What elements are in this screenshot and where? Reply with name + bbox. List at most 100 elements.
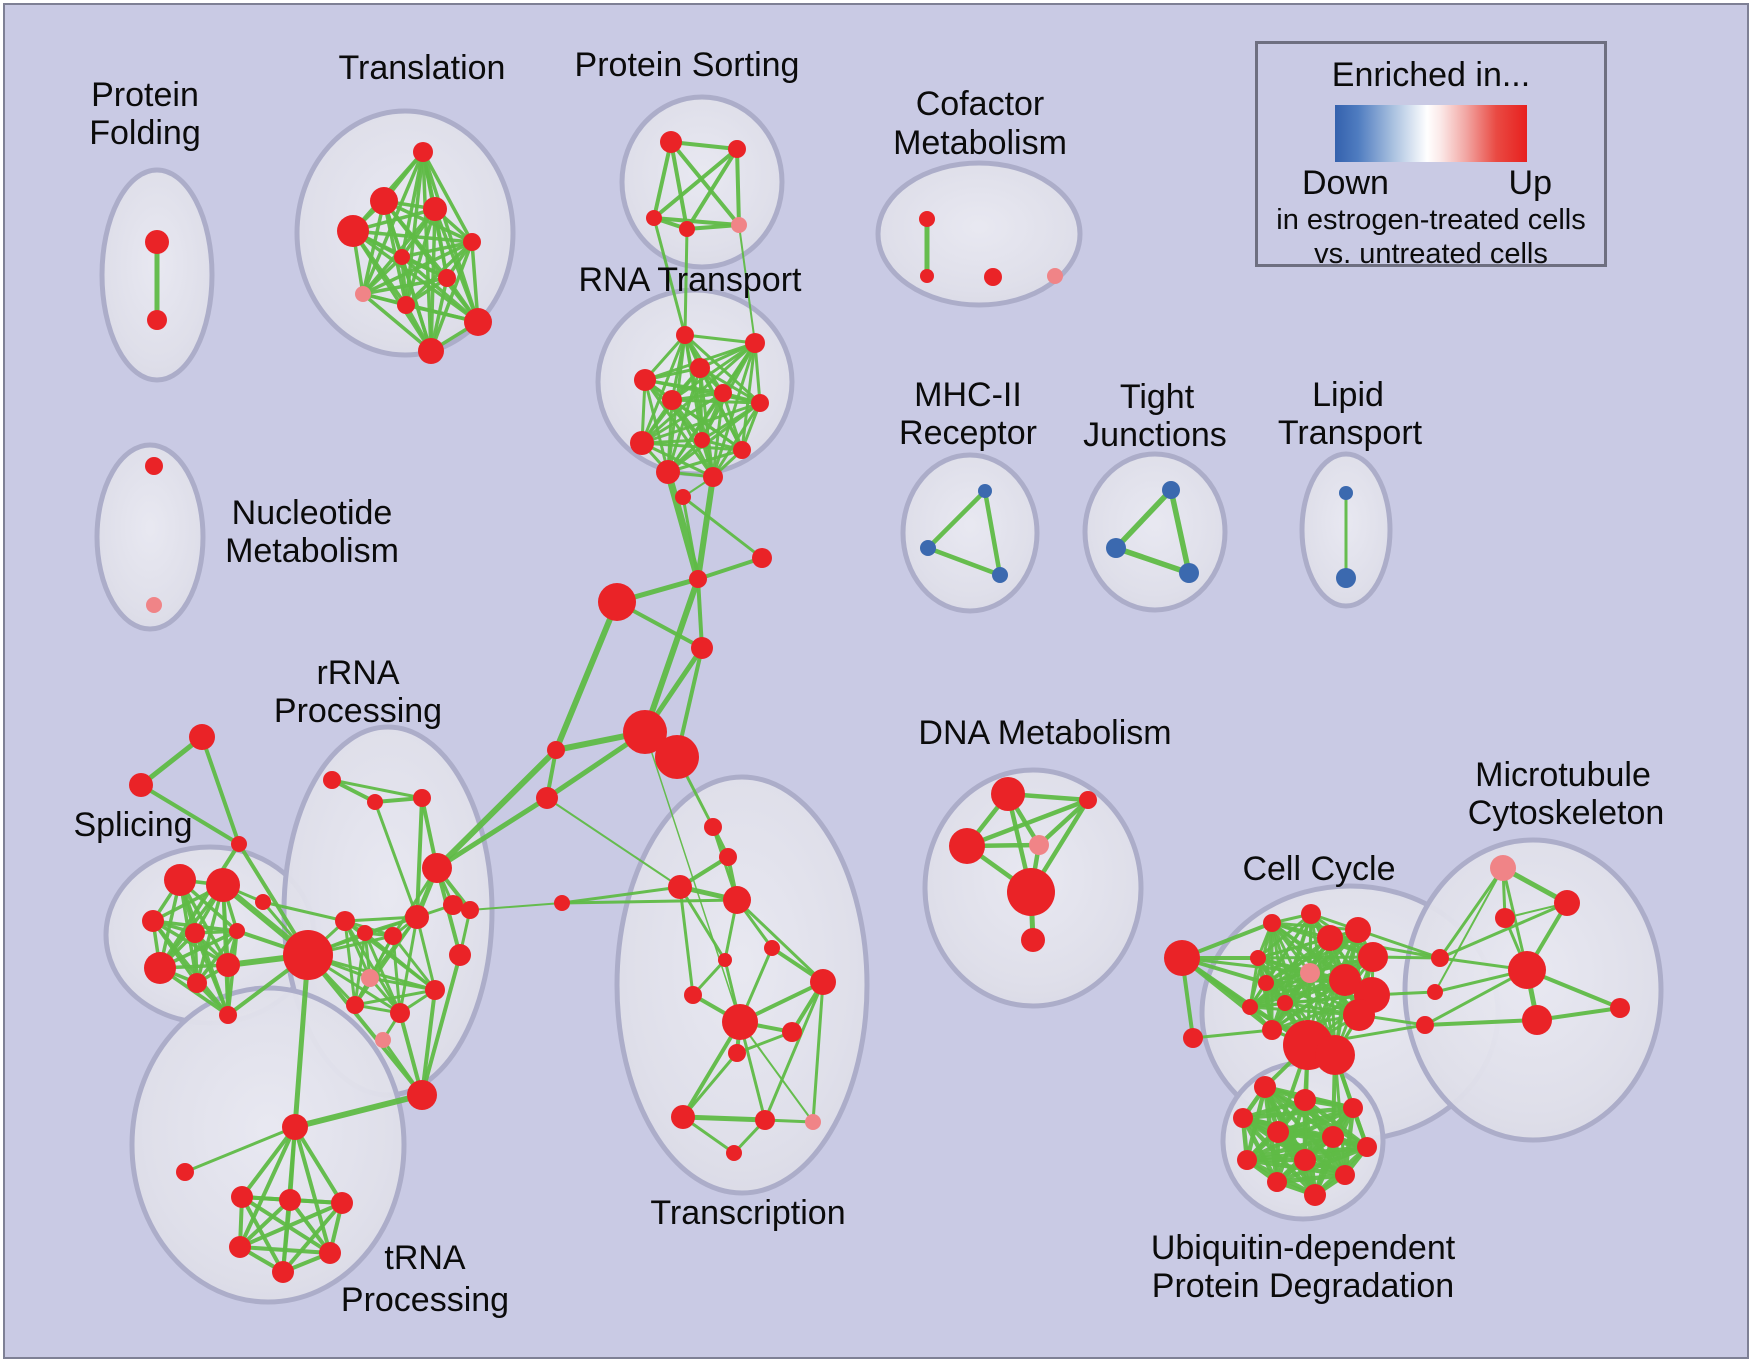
network-edge	[183, 1125, 297, 1174]
network-node	[229, 923, 245, 939]
network-node	[1300, 963, 1320, 983]
network-node	[449, 944, 471, 966]
network-node	[920, 540, 936, 556]
network-edge	[1333, 1053, 1347, 1177]
network-edge	[678, 885, 727, 962]
cluster-label: Transcription	[650, 1194, 845, 1232]
cluster-label: Folding	[89, 114, 201, 152]
network-edge	[195, 929, 239, 985]
network-node	[1007, 868, 1055, 916]
network-edge	[711, 341, 757, 479]
network-node	[675, 489, 691, 505]
network-edge	[685, 147, 739, 231]
network-edge	[652, 147, 739, 220]
network-edge	[238, 1201, 344, 1249]
network-node	[1339, 486, 1353, 500]
network-node	[1029, 835, 1049, 855]
network-node	[920, 269, 934, 283]
network-node	[283, 930, 333, 980]
network-node	[655, 735, 699, 779]
network-node	[1522, 1005, 1552, 1035]
cluster-ellipse-nucleotide-metabolism	[94, 442, 206, 632]
network-node	[630, 431, 654, 455]
network-edge	[292, 1092, 425, 1130]
network-edge	[1438, 866, 1505, 960]
network-edge	[261, 900, 347, 923]
network-edge	[469, 902, 563, 911]
network-node	[1277, 995, 1293, 1011]
network-node	[554, 895, 570, 911]
network-node	[1294, 1089, 1316, 1111]
network-edge	[368, 976, 437, 992]
network-edge	[681, 495, 764, 560]
network-edge	[1270, 921, 1360, 932]
network-node	[1315, 1035, 1355, 1075]
network-node	[689, 570, 707, 588]
network-edge	[158, 842, 241, 970]
network-node	[370, 187, 398, 215]
network-edge	[678, 885, 695, 997]
network-node	[145, 457, 163, 475]
cluster-label: Junctions	[1083, 416, 1227, 454]
network-edge	[683, 333, 762, 405]
network-node	[413, 142, 433, 162]
network-node	[536, 787, 558, 809]
network-node	[407, 1080, 437, 1110]
network-node	[335, 911, 355, 931]
network-edge	[353, 988, 437, 1007]
legend-subtitle-2: vs. untreated cells	[1314, 238, 1548, 270]
network-edge	[292, 952, 311, 1130]
network-edge	[1256, 912, 1313, 960]
network-node	[723, 886, 751, 914]
network-node	[1610, 998, 1630, 1018]
network-node	[1233, 1108, 1253, 1128]
network-node	[423, 197, 447, 221]
cluster-label: Processing	[341, 1281, 509, 1319]
network-node	[782, 1022, 802, 1042]
network-node	[255, 894, 271, 910]
network-edge	[652, 216, 687, 337]
network-node	[752, 548, 772, 568]
network-edge	[666, 448, 744, 474]
network-edge	[361, 292, 433, 353]
network-edge	[1438, 901, 1569, 960]
network-node	[684, 986, 702, 1004]
network-edge	[735, 898, 825, 984]
network-node	[718, 953, 732, 967]
network-node	[346, 996, 364, 1014]
network-node	[231, 1186, 253, 1208]
network-node	[1336, 568, 1356, 588]
network-edge	[698, 366, 762, 405]
network-node	[662, 390, 682, 410]
network-node	[1106, 538, 1126, 558]
network-edge	[681, 1051, 739, 1119]
network-edge	[683, 333, 757, 345]
network-node	[129, 773, 153, 797]
network-edge	[293, 1125, 332, 1255]
network-edge	[560, 898, 739, 905]
network-node	[1416, 1016, 1434, 1034]
network-node	[319, 1242, 341, 1264]
network-node	[691, 637, 713, 659]
cluster-label: Cytoskeleton	[1468, 794, 1665, 832]
network-edge	[640, 441, 715, 479]
network-edge	[696, 577, 704, 650]
network-node	[1164, 940, 1200, 976]
cluster-label: Protein Sorting	[575, 46, 800, 84]
network-node	[704, 818, 722, 836]
network-node	[331, 1192, 353, 1214]
network-edge	[361, 255, 404, 296]
cluster-label: Microtubule	[1475, 756, 1651, 794]
network-edge	[681, 1020, 742, 1119]
network-edge	[695, 474, 716, 582]
network-node	[1183, 1028, 1203, 1048]
network-edge	[429, 240, 474, 353]
network-node	[231, 836, 247, 852]
network-edge	[400, 255, 480, 324]
network-node	[146, 597, 162, 613]
network-edge	[1036, 797, 1091, 848]
network-edge	[1274, 1172, 1348, 1185]
network-node	[1431, 949, 1449, 967]
network-node	[422, 853, 452, 883]
network-node	[438, 269, 456, 287]
